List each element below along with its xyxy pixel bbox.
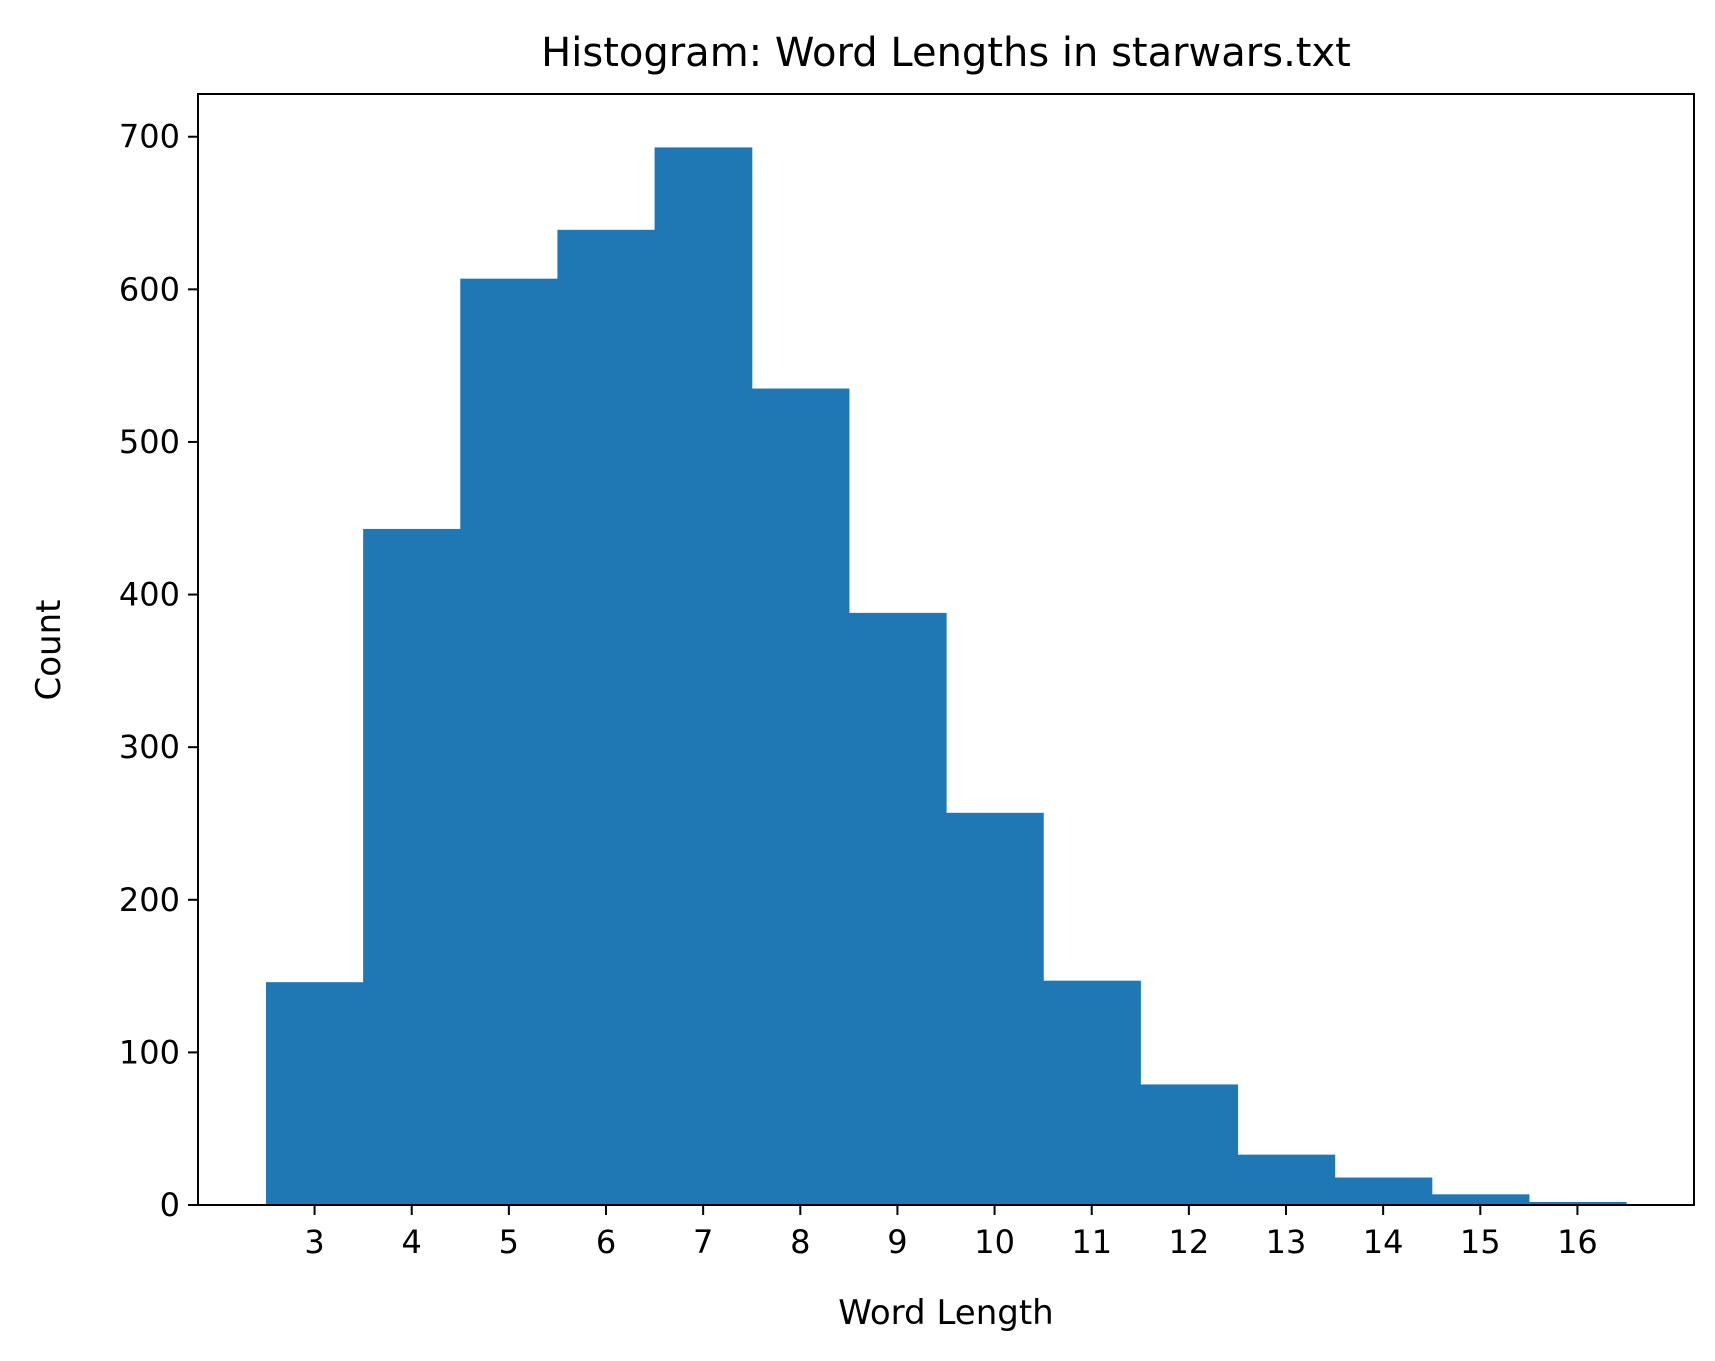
y-tick-label: 100 xyxy=(119,1033,180,1071)
y-axis-ticks: 0 100 200 300 400 500 600 700 xyxy=(119,118,198,1224)
x-tick-label: 6 xyxy=(596,1223,616,1261)
histogram-bar-7 xyxy=(654,147,753,1205)
y-tick-label: 0 xyxy=(160,1186,180,1224)
x-tick-label: 5 xyxy=(499,1223,519,1261)
x-tick-label: 4 xyxy=(402,1223,422,1261)
x-tick-label: 7 xyxy=(693,1223,713,1261)
histogram-bar-4 xyxy=(363,528,461,1205)
histogram-bar-16 xyxy=(1528,1201,1627,1205)
x-tick-label: 3 xyxy=(304,1223,324,1261)
y-tick-label: 500 xyxy=(119,423,180,461)
histogram-bar-12 xyxy=(1140,1084,1239,1205)
chart-title: Histogram: Word Lengths in starwars.txt xyxy=(541,30,1351,76)
y-tick-label: 400 xyxy=(119,576,180,614)
y-tick-label: 700 xyxy=(119,118,180,156)
y-tick-label: 200 xyxy=(119,881,180,919)
x-tick-label: 12 xyxy=(1169,1223,1210,1261)
y-axis-label: Count xyxy=(29,600,69,701)
histogram-bar-9 xyxy=(848,612,947,1205)
histogram-bar-14 xyxy=(1334,1177,1433,1205)
x-tick-label: 13 xyxy=(1266,1223,1307,1261)
y-tick-label: 600 xyxy=(119,270,180,308)
x-tick-label: 16 xyxy=(1557,1223,1598,1261)
bars-group xyxy=(266,147,1627,1205)
x-axis-ticks: 3 4 5 6 7 8 9 10 11 12 13 14 15 16 xyxy=(304,1205,1598,1261)
histogram-bar-5 xyxy=(460,278,559,1205)
x-tick-label: 10 xyxy=(974,1223,1015,1261)
x-axis-label: Word Length xyxy=(838,1293,1053,1333)
y-tick-label: 300 xyxy=(119,728,180,766)
histogram-bar-13 xyxy=(1237,1154,1336,1205)
x-tick-label: 8 xyxy=(790,1223,810,1261)
x-tick-label: 15 xyxy=(1460,1223,1501,1261)
histogram-bar-6 xyxy=(557,229,656,1205)
histogram-bar-10 xyxy=(946,812,1044,1205)
histogram-bar-15 xyxy=(1431,1194,1530,1205)
histogram-bar-8 xyxy=(751,388,850,1205)
histogram-bar-3 xyxy=(266,982,364,1205)
plot-area-frame xyxy=(197,93,1695,1206)
x-tick-label: 9 xyxy=(887,1223,907,1261)
x-tick-label: 14 xyxy=(1363,1223,1404,1261)
x-tick-label: 11 xyxy=(1071,1223,1112,1261)
histogram-bar-11 xyxy=(1043,980,1141,1205)
